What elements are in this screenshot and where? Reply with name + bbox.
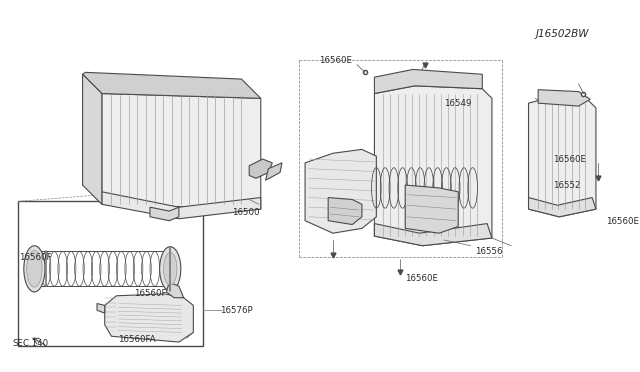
- Text: 16560FA: 16560FA: [118, 335, 156, 344]
- Ellipse shape: [27, 250, 42, 287]
- Polygon shape: [249, 159, 272, 178]
- Ellipse shape: [159, 247, 181, 291]
- Ellipse shape: [163, 253, 177, 285]
- Polygon shape: [374, 224, 492, 246]
- Text: 16560E: 16560E: [319, 56, 351, 65]
- Text: 16549: 16549: [444, 99, 471, 108]
- Polygon shape: [266, 163, 282, 180]
- Text: 16576P: 16576P: [220, 306, 253, 315]
- Text: 16560E: 16560E: [552, 154, 586, 164]
- Polygon shape: [97, 304, 105, 313]
- Polygon shape: [328, 198, 362, 225]
- Text: 16556: 16556: [475, 247, 502, 256]
- Polygon shape: [102, 192, 260, 219]
- Text: 16560F: 16560F: [134, 289, 166, 298]
- Text: 16560E: 16560E: [405, 274, 438, 283]
- Polygon shape: [405, 185, 458, 233]
- Text: 16560F: 16560F: [19, 253, 51, 262]
- Text: 16560E: 16560E: [605, 217, 639, 226]
- Bar: [18, 201, 203, 346]
- Polygon shape: [538, 90, 590, 106]
- Polygon shape: [150, 207, 179, 221]
- Polygon shape: [83, 72, 260, 98]
- Polygon shape: [529, 198, 596, 217]
- Polygon shape: [166, 282, 184, 298]
- Text: 16552: 16552: [552, 180, 580, 190]
- Text: 16500: 16500: [232, 208, 259, 217]
- Polygon shape: [102, 93, 260, 209]
- Ellipse shape: [24, 246, 45, 292]
- Polygon shape: [529, 96, 596, 217]
- Polygon shape: [374, 70, 483, 93]
- Text: SEC.140: SEC.140: [12, 340, 49, 349]
- Polygon shape: [374, 86, 492, 246]
- Polygon shape: [305, 150, 376, 233]
- Polygon shape: [83, 74, 102, 204]
- Text: J16502BW: J16502BW: [535, 29, 589, 39]
- Polygon shape: [105, 294, 193, 342]
